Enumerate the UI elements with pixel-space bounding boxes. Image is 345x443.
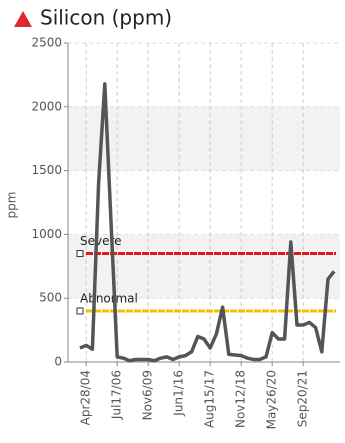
y-tick-label: 1000 (31, 227, 62, 241)
y-tick-label: 2000 (31, 99, 62, 113)
y-tick-label: 1500 (31, 163, 62, 177)
x-tick-label: Sep20/21 (296, 370, 310, 427)
grid-band (68, 106, 340, 171)
x-tick-label: Aug15/17 (203, 370, 217, 428)
y-tick-label: 0 (54, 355, 62, 369)
y-axis-label: ppm (5, 192, 19, 219)
threshold-label: Severe (80, 234, 122, 248)
threshold-marker (76, 250, 84, 258)
data-line (79, 82, 336, 363)
y-tick-label: 2500 (31, 36, 62, 50)
alert-icon (14, 11, 32, 27)
x-tick-label: May26/20 (265, 370, 279, 429)
x-tick-label: Nov6/09 (141, 370, 155, 420)
x-tick-label: Jul17/06 (110, 370, 124, 420)
y-tick-label: 500 (39, 291, 62, 305)
x-tick-label: Nov12/18 (234, 370, 248, 428)
x-tick-label: Apr28/04 (79, 370, 93, 425)
chart-title: Silicon (ppm) (40, 6, 172, 30)
threshold-label: Abnormal (80, 291, 138, 305)
threshold-marker (76, 307, 84, 315)
x-tick-label: Jun1/16 (172, 370, 186, 417)
